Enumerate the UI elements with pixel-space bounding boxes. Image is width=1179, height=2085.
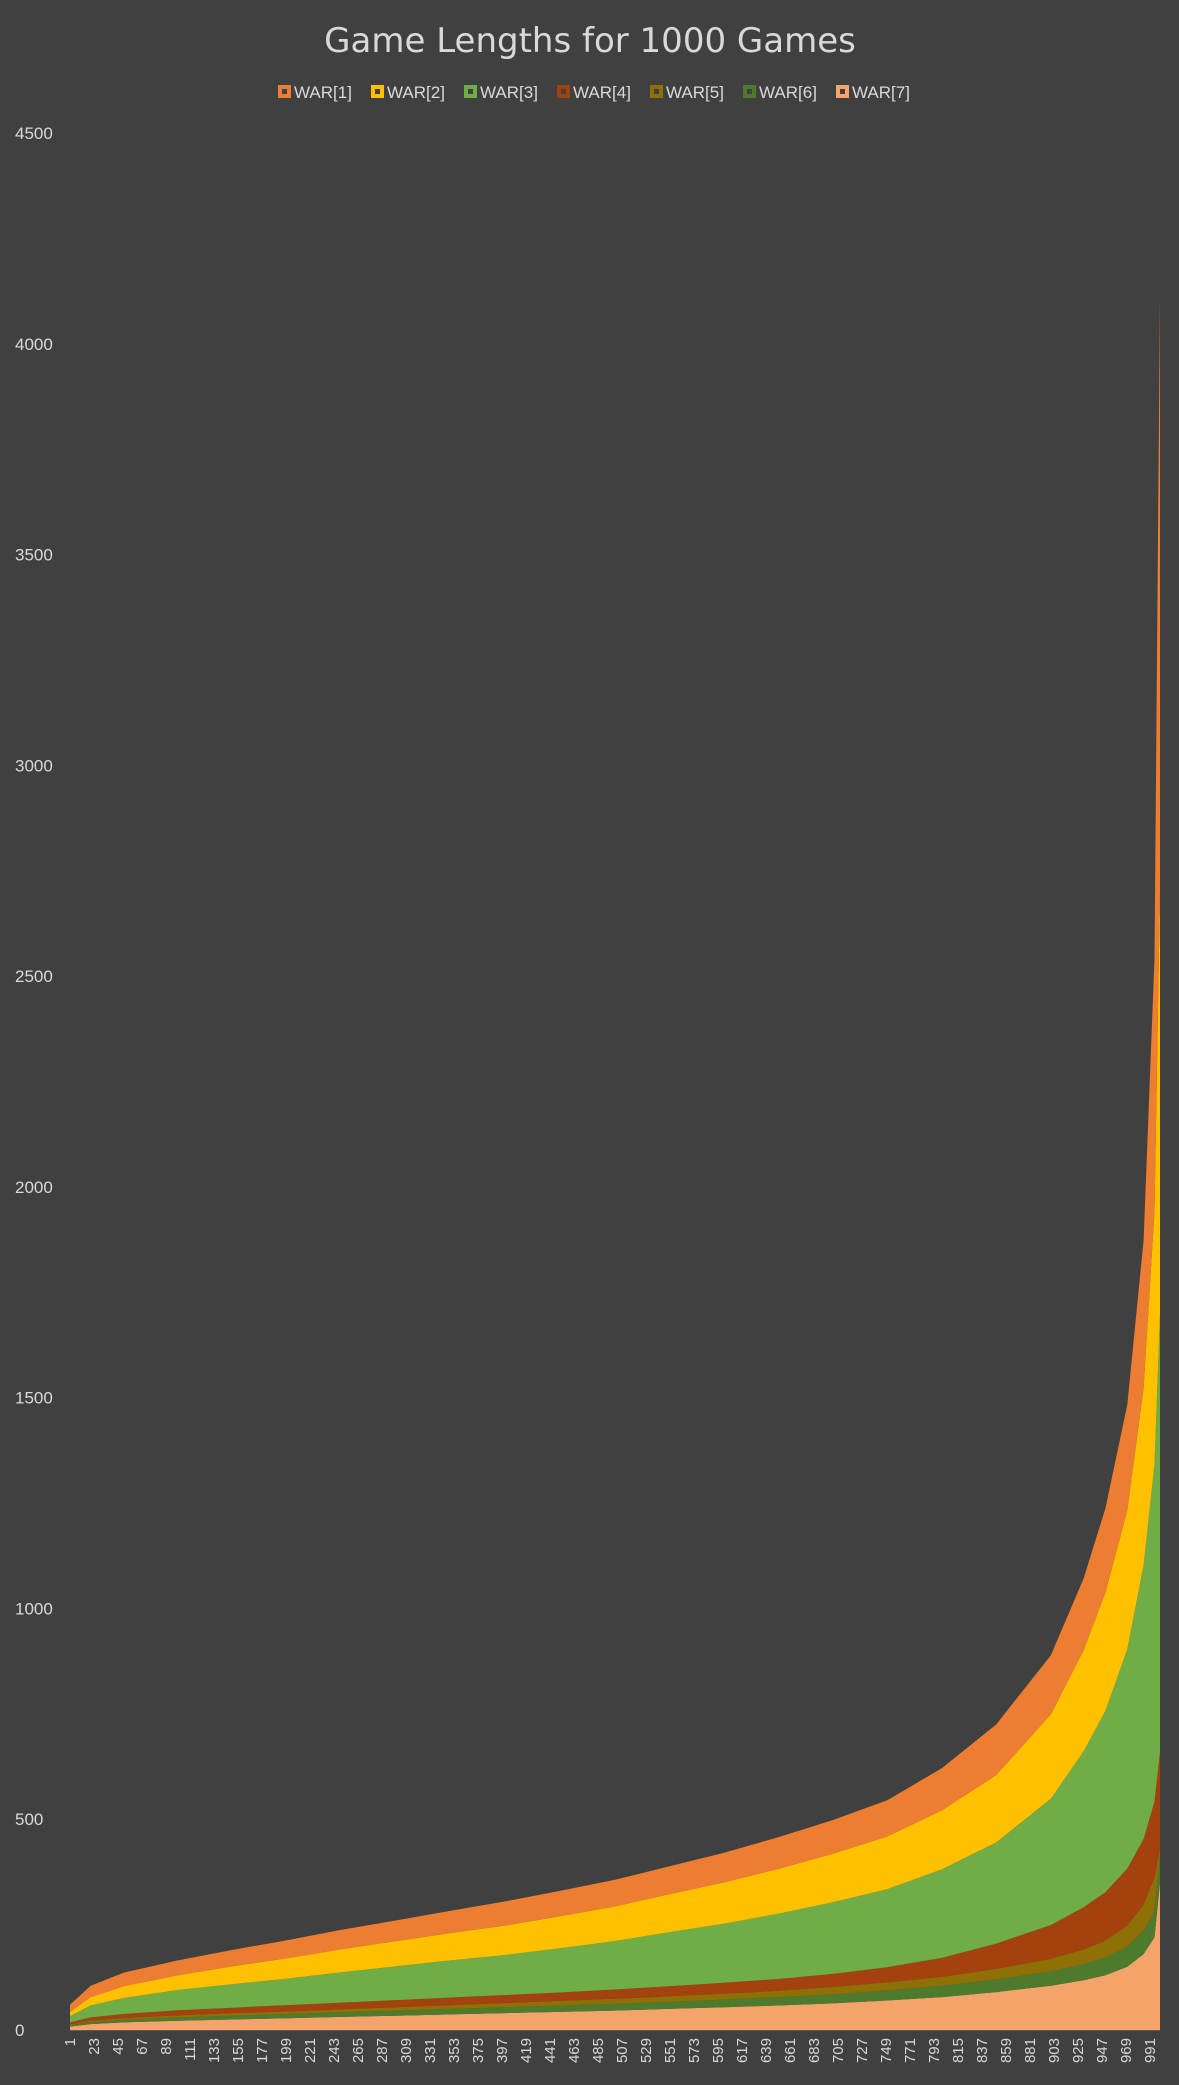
legend-label: WAR[6] — [759, 83, 817, 102]
chart-title: Game Lengths for 1000 Games — [324, 21, 856, 61]
x-tick-label: 551 — [662, 2038, 679, 2063]
x-tick-label: 925 — [1070, 2038, 1087, 2063]
x-tick-label: 133 — [206, 2038, 223, 2063]
legend-swatch-marker — [282, 89, 287, 94]
x-tick-label: 155 — [230, 2038, 247, 2063]
x-tick-label: 903 — [1046, 2038, 1063, 2063]
legend-item: WAR[4] — [557, 83, 631, 102]
y-tick-label: 1000 — [15, 1599, 53, 1618]
x-tick-label: 111 — [182, 2038, 199, 2061]
legend-swatch-marker — [468, 89, 473, 94]
x-tick-label: 727 — [854, 2038, 871, 2063]
x-tick-label: 397 — [494, 2038, 511, 2063]
y-tick-label: 4000 — [15, 335, 53, 354]
x-tick-label: 573 — [686, 2038, 703, 2063]
x-tick-label: 771 — [902, 2038, 919, 2063]
y-tick-label: 3500 — [15, 546, 53, 565]
x-tick-label: 331 — [422, 2038, 439, 2063]
x-tick-label: 683 — [806, 2038, 823, 2063]
legend-item: WAR[6] — [743, 83, 817, 102]
x-tick-label: 353 — [446, 2038, 463, 2063]
legend: WAR[1] WAR[2] WAR[3] WAR[4] WAR[5] WAR[6] WAR[… — [278, 83, 910, 102]
x-tick-label: 1 — [62, 2038, 79, 2046]
x-tick-label: 463 — [566, 2038, 583, 2063]
y-tick-label: 3000 — [15, 756, 53, 775]
x-tick-label: 419 — [518, 2038, 535, 2063]
y-tick-label: 0 — [15, 2021, 24, 2040]
x-tick-label: 595 — [710, 2038, 727, 2063]
legend-item: WAR[1] — [278, 83, 352, 102]
legend-swatch-marker — [654, 89, 659, 94]
x-tick-label: 815 — [950, 2038, 967, 2063]
x-axis: 1 23 45 67 89 111 133 155 177 199 221 243 265 287 309 3… — [62, 2038, 1159, 2063]
legend-label: WAR[1] — [294, 83, 352, 102]
x-tick-label: 507 — [614, 2038, 631, 2063]
x-tick-label: 705 — [830, 2038, 847, 2063]
x-tick-label: 199 — [278, 2038, 295, 2063]
legend-item: WAR[2] — [371, 83, 445, 102]
legend-label: WAR[2] — [387, 83, 445, 102]
x-tick-label: 265 — [350, 2038, 367, 2063]
legend-swatch-marker — [561, 89, 566, 94]
legend-item: WAR[5] — [650, 83, 724, 102]
x-tick-label: 441 — [542, 2038, 559, 2063]
x-tick-label: 177 — [254, 2038, 271, 2063]
x-tick-label: 89 — [158, 2038, 175, 2055]
x-tick-label: 243 — [326, 2038, 343, 2063]
x-tick-label: 485 — [590, 2038, 607, 2063]
legend-item: WAR[3] — [464, 83, 538, 102]
x-tick-label: 309 — [398, 2038, 415, 2063]
x-tick-label: 837 — [974, 2038, 991, 2063]
x-tick-label: 375 — [470, 2038, 487, 2063]
series-area-war-7 — [70, 1882, 1160, 2030]
y-tick-label: 2000 — [15, 1178, 53, 1197]
x-tick-label: 991 — [1142, 2038, 1159, 2063]
x-tick-label: 947 — [1094, 2038, 1111, 2063]
x-tick-label: 287 — [374, 2038, 391, 2063]
x-tick-label: 749 — [878, 2038, 895, 2063]
legend-label: WAR[5] — [666, 83, 724, 102]
x-tick-label: 661 — [782, 2038, 799, 2063]
y-axis: 0 500 1000 1500 2000 2500 3000 3500 4000 4500 — [15, 124, 53, 2040]
x-tick-label: 617 — [734, 2038, 751, 2063]
x-tick-label: 23 — [86, 2038, 103, 2055]
x-tick-label: 45 — [110, 2038, 127, 2055]
x-tick-label: 67 — [134, 2038, 151, 2055]
y-tick-label: 4500 — [15, 124, 53, 143]
x-tick-label: 859 — [998, 2038, 1015, 2063]
legend-swatch-marker — [840, 89, 845, 94]
x-tick-label: 881 — [1022, 2038, 1039, 2063]
x-tick-label: 639 — [758, 2038, 775, 2063]
x-tick-label: 969 — [1118, 2038, 1135, 2063]
legend-item: WAR[7] — [836, 83, 910, 102]
legend-label: WAR[7] — [852, 83, 910, 102]
x-tick-label: 529 — [638, 2038, 655, 2063]
y-tick-label: 2500 — [15, 967, 53, 986]
legend-label: WAR[3] — [480, 83, 538, 102]
legend-label: WAR[4] — [573, 83, 631, 102]
y-tick-label: 500 — [15, 1810, 43, 1829]
series-areas — [70, 297, 1160, 2030]
x-tick-label: 221 — [302, 2038, 319, 2063]
legend-swatch-marker — [375, 89, 380, 94]
legend-swatch-marker — [747, 89, 752, 94]
y-tick-label: 1500 — [15, 1389, 53, 1408]
x-tick-label: 793 — [926, 2038, 943, 2063]
